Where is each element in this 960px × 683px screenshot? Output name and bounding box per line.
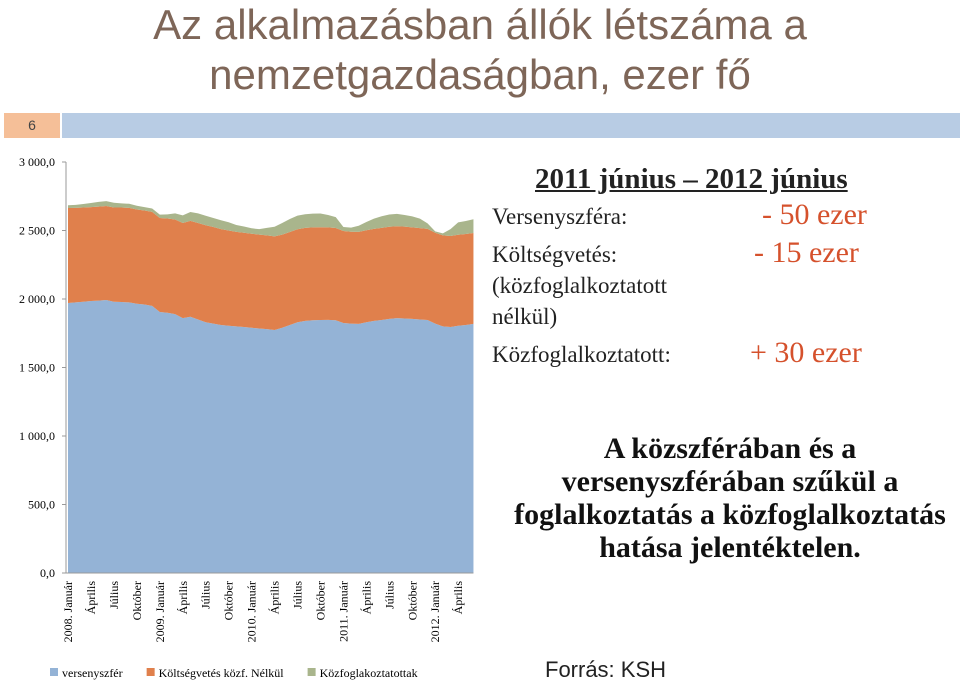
x-tick-label: 2009. Január bbox=[153, 581, 167, 642]
y-tick-label: 2 000,0 bbox=[19, 292, 55, 306]
summary-row: Versenyszféra: - 50 ezer bbox=[492, 198, 867, 236]
legend-swatch bbox=[50, 668, 58, 676]
row-value: - 50 ezer bbox=[762, 198, 867, 231]
x-tick-label: 2010. Január bbox=[245, 581, 259, 642]
row-label: Költségvetés: bbox=[492, 242, 618, 267]
y-tick-label: 500,0 bbox=[28, 498, 55, 512]
x-tick-label: Július bbox=[291, 581, 305, 609]
source: Forrás: KSH bbox=[545, 657, 667, 682]
legend-swatch bbox=[307, 668, 316, 676]
y-tick-label: 2 500,0 bbox=[19, 224, 55, 238]
x-tick-label: Április bbox=[84, 581, 98, 615]
area bbox=[68, 201, 474, 237]
area bbox=[68, 205, 474, 330]
summary-row: Költségvetés: - 15 ezer bbox=[492, 236, 859, 274]
legend-label: versenyszfér bbox=[62, 666, 123, 680]
x-tick-label: Július bbox=[382, 581, 396, 609]
summary-heading: 2011 június – 2012 június bbox=[535, 163, 848, 195]
conclusion: A közszférában és a versenyszférában szű… bbox=[514, 432, 946, 564]
legend-label: Közfoglakoztatottak bbox=[320, 666, 418, 680]
legend-label: Költségvetés közf. Nélkül bbox=[159, 666, 285, 680]
row-note: (közfoglalkoztatott nélkül) bbox=[492, 273, 667, 329]
x-tick-label: Július bbox=[199, 581, 213, 609]
x-tick-label: Október bbox=[222, 581, 236, 620]
x-tick-label: Október bbox=[405, 581, 419, 620]
summary: 2011 június – 2012 június Versenyszféra:… bbox=[492, 160, 867, 374]
x-tick-label: Április bbox=[359, 581, 373, 615]
slide-title: Az alkalmazásban állók létszáma a nemzet… bbox=[153, 1, 807, 98]
x-tick-label: Április bbox=[268, 581, 282, 615]
row-label: Versenyszféra: bbox=[492, 204, 628, 229]
y-tick-label: 1 000,0 bbox=[19, 429, 55, 443]
x-tick-label: 2011. Január bbox=[336, 581, 350, 642]
summary-row: Közfoglalkoztatott: + 30 ezer bbox=[492, 336, 862, 374]
x-tick-label: Október bbox=[130, 581, 144, 620]
header-band bbox=[62, 113, 960, 138]
x-tick-label: Április bbox=[176, 581, 190, 615]
x-tick-label: Július bbox=[107, 581, 121, 609]
slide-number: 6 bbox=[4, 113, 60, 138]
x-tick-label: 2012. Január bbox=[428, 581, 442, 642]
row-label: Közfoglalkoztatott: bbox=[492, 342, 671, 367]
y-tick-label: 3 000,0 bbox=[19, 155, 55, 169]
area bbox=[68, 299, 474, 573]
row-value: - 15 ezer bbox=[754, 236, 859, 269]
x-tick-label: Április bbox=[451, 581, 465, 615]
y-tick-label: 0,0 bbox=[40, 566, 55, 580]
x-tick-label: Október bbox=[313, 581, 327, 620]
legend-swatch bbox=[146, 668, 155, 676]
row-value: + 30 ezer bbox=[750, 336, 862, 369]
y-tick-label: 1 500,0 bbox=[19, 361, 55, 375]
x-tick-label: 2008. Január bbox=[61, 581, 75, 642]
